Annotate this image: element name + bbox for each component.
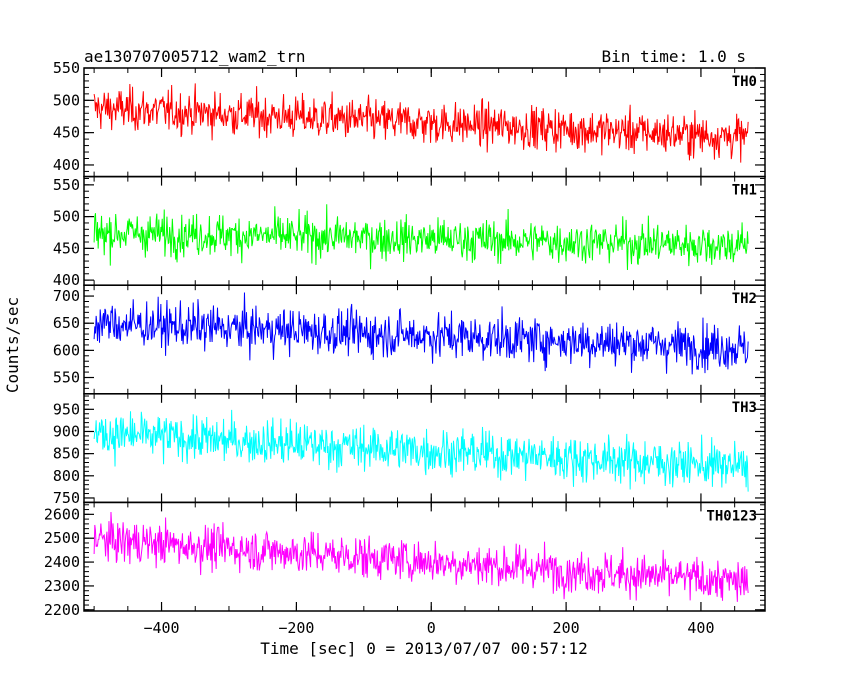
panel-th3: 750 800 850 900 950 TH3 bbox=[53, 393, 766, 507]
panel-th2: 550 600 650 700 TH2 bbox=[53, 284, 766, 395]
y-tick-label: 400 bbox=[53, 271, 80, 289]
y-tick-label: 600 bbox=[53, 341, 80, 359]
y-tick-label: 2200 bbox=[44, 601, 80, 619]
y-tick-label: 500 bbox=[53, 91, 80, 109]
y-tick-label: 950 bbox=[53, 400, 80, 418]
series-line-th1 bbox=[93, 204, 749, 271]
panels-group: 400 450 500 550 TH0 400 450 500 550 TH1 550 600 650 7… bbox=[44, 59, 766, 637]
series-line-th0123 bbox=[93, 511, 749, 602]
x-axis-title: Time [sec] 0 = 2013/07/07 00:57:12 bbox=[260, 639, 588, 658]
x-tick-label: 200 bbox=[553, 619, 580, 637]
panel-th1: 400 450 500 550 TH1 bbox=[53, 175, 766, 289]
x-tick-label: 0 bbox=[427, 619, 436, 637]
panel-frame bbox=[83, 501, 766, 612]
series-line-th2 bbox=[93, 292, 749, 375]
panel-th0: 400 450 500 550 TH0 bbox=[53, 59, 766, 178]
y-tick-label: 400 bbox=[53, 156, 80, 174]
chart-title: ae130707005712_wam2_trn bbox=[84, 47, 306, 66]
panel-label-th2: TH2 bbox=[732, 291, 757, 307]
x-tick-label: −400 bbox=[143, 619, 179, 637]
bin-time-label: Bin time: 1.0 s bbox=[602, 47, 747, 66]
series-line-th3 bbox=[93, 409, 749, 492]
y-tick-label: 500 bbox=[53, 208, 80, 226]
y-tick-label: 2500 bbox=[44, 529, 80, 547]
panel-label-th0: TH0 bbox=[732, 74, 757, 90]
y-tick-label: 800 bbox=[53, 467, 80, 485]
panel-th0123: 2200 2300 2400 2500 2600 TH0123 bbox=[44, 501, 766, 619]
y-tick-label: 550 bbox=[53, 176, 80, 194]
y-tick-label: 850 bbox=[53, 445, 80, 463]
x-tick-label: 400 bbox=[687, 619, 714, 637]
y-tick-label: 2600 bbox=[44, 505, 80, 523]
panel-label-th0123: TH0123 bbox=[706, 508, 757, 524]
panel-label-th1: TH1 bbox=[732, 183, 757, 199]
y-axis-title: Counts/sec bbox=[3, 297, 22, 393]
y-tick-label: 550 bbox=[53, 59, 80, 77]
series-line-th0 bbox=[93, 83, 749, 163]
y-tick-label: 450 bbox=[53, 239, 80, 257]
x-tick-label: −200 bbox=[278, 619, 314, 637]
y-tick-label: 2400 bbox=[44, 553, 80, 571]
y-tick-label: 750 bbox=[53, 489, 80, 507]
y-tick-label: 550 bbox=[53, 369, 80, 387]
y-tick-label: 700 bbox=[53, 287, 80, 305]
y-tick-label: 2300 bbox=[44, 577, 80, 595]
y-tick-label: 450 bbox=[53, 124, 80, 142]
y-tick-label: 650 bbox=[53, 314, 80, 332]
y-tick-label: 900 bbox=[53, 422, 80, 440]
panel-label-th3: TH3 bbox=[732, 400, 757, 416]
